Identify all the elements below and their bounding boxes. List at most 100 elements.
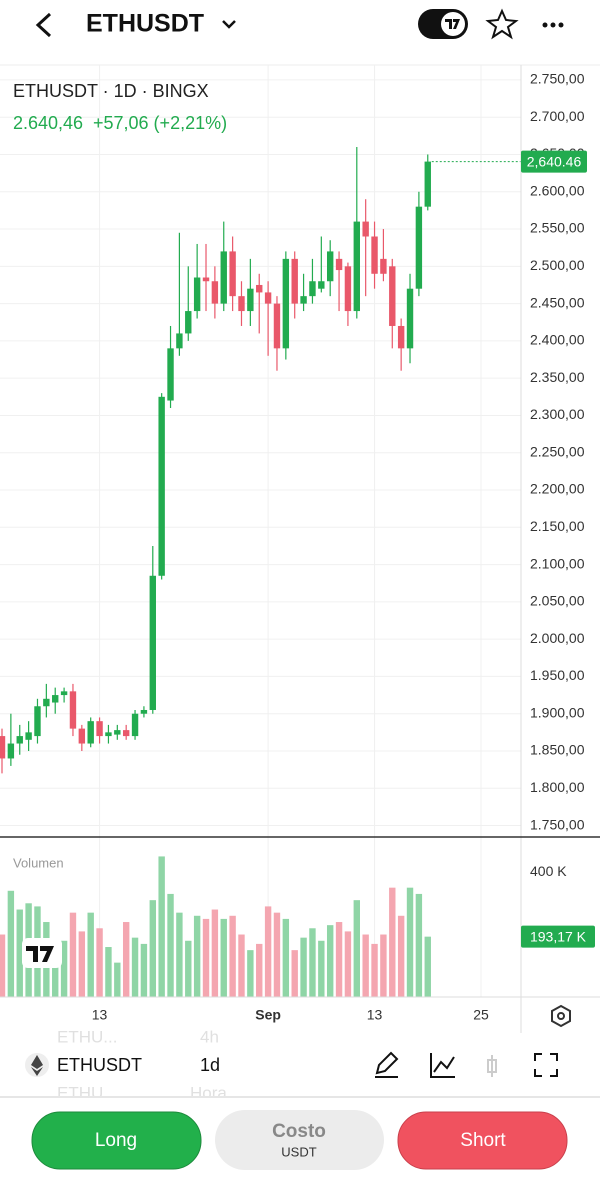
candle-body [52, 695, 59, 703]
indicator-tool[interactable] [430, 1053, 455, 1078]
volume-bar [326, 925, 334, 997]
candle-body [238, 296, 245, 312]
volume-bar [60, 940, 68, 997]
y-tick-label: 2.250,00 [530, 443, 585, 459]
volume-bar [69, 912, 77, 997]
candle-body [140, 709, 148, 714]
candle-body [247, 288, 254, 312]
volume-bar [273, 912, 281, 997]
candle-body [211, 281, 219, 304]
tv-logo [445, 19, 460, 29]
y-tick-label: 2.750,00 [530, 71, 585, 87]
volume-bar [371, 943, 378, 997]
cost-unit: USDT [281, 1144, 316, 1159]
candle-body [318, 281, 325, 289]
x-tick-label: Sep [255, 1007, 281, 1023]
symbol-title[interactable]: ETHUSDT [86, 10, 204, 38]
volume-bar [397, 915, 405, 997]
candle-body [34, 706, 41, 737]
volume-bar [282, 918, 290, 997]
candle-body [380, 258, 387, 274]
candle-body [60, 691, 68, 696]
candle-body [87, 721, 94, 744]
y-tick-label: 2.350,00 [530, 369, 585, 385]
volume-bar [300, 937, 307, 997]
chart-type-tool[interactable] [487, 1055, 497, 1077]
volume-bar [220, 918, 227, 997]
volume-bar [167, 893, 174, 997]
symbol-dropdown[interactable] [222, 20, 236, 29]
candle-body [176, 333, 183, 349]
volume-bar [415, 893, 423, 997]
candle-body [362, 221, 369, 237]
candle-body [282, 258, 290, 349]
y-tick-label: 2.200,00 [530, 481, 585, 497]
volume-bar [389, 887, 396, 997]
volume-bar [105, 947, 112, 997]
volume-bar [78, 931, 86, 997]
favorite-button[interactable] [485, 8, 519, 40]
candle-body [326, 251, 334, 282]
candle-body [122, 730, 130, 737]
volume-bar [131, 937, 139, 997]
y-tick-label: 2.400,00 [530, 332, 585, 348]
toggle-knob [441, 12, 465, 36]
x-tick-label: 13 [92, 1007, 108, 1023]
y-tick-label: 2.550,00 [530, 220, 585, 236]
more-button[interactable] [542, 22, 564, 28]
volume-tick-label: 400 K [530, 863, 567, 879]
candle-body [353, 221, 360, 312]
candle-body [406, 288, 414, 349]
volume-bar [122, 922, 130, 997]
tv-toggle[interactable] [418, 9, 468, 39]
candle-body [229, 251, 236, 297]
volume-bar [406, 887, 414, 997]
volume-bar [309, 928, 316, 997]
y-tick-label: 2.700,00 [530, 108, 585, 124]
y-tick-label: 1.800,00 [530, 779, 585, 795]
cost-button[interactable] [215, 1110, 384, 1170]
candle-body [309, 281, 316, 297]
back-button[interactable] [35, 12, 52, 38]
volume-bar [424, 936, 431, 997]
eth-icon [25, 1053, 49, 1077]
y-tick-label: 2.000,00 [530, 630, 585, 646]
candle-body [185, 311, 192, 334]
x-tick-label: 25 [473, 1007, 489, 1023]
volume-bar [264, 906, 272, 997]
toolbar-symbol[interactable]: ETHUSDT [57, 1055, 142, 1075]
settings-button[interactable] [551, 1004, 571, 1028]
volume-title: Volumen [13, 855, 64, 870]
fullscreen-tool[interactable] [534, 1053, 558, 1077]
candle-body [264, 292, 272, 304]
tv-watermark [22, 938, 62, 968]
candle-body [16, 736, 23, 744]
volume-bar [247, 950, 254, 997]
volume-bar [211, 909, 219, 997]
candle-body [397, 325, 405, 349]
candle-body [149, 575, 156, 710]
volume-bar [16, 909, 23, 997]
short-label: Short [460, 1130, 506, 1151]
volume-bar [176, 912, 183, 997]
toolbar-interval[interactable]: 1d [200, 1055, 220, 1075]
cost-label: Costo [272, 1121, 326, 1142]
candle-body [256, 284, 263, 293]
draw-tool[interactable] [375, 1051, 399, 1078]
y-tick-label: 1.850,00 [530, 742, 585, 758]
x-tick-label: 13 [367, 1007, 383, 1023]
plot [0, 65, 521, 997]
long-button[interactable] [31, 1111, 202, 1170]
volume-bar [344, 931, 352, 997]
volume-bar [380, 934, 387, 997]
short-button[interactable] [397, 1111, 568, 1170]
candle-body [291, 258, 298, 304]
last-volume-label: 193,17 K [530, 928, 587, 944]
picker-ghost: 4h [200, 1027, 219, 1046]
candle-body [7, 743, 15, 759]
candle-body [193, 277, 201, 312]
candle-body [389, 266, 396, 326]
candle-body [96, 721, 103, 737]
